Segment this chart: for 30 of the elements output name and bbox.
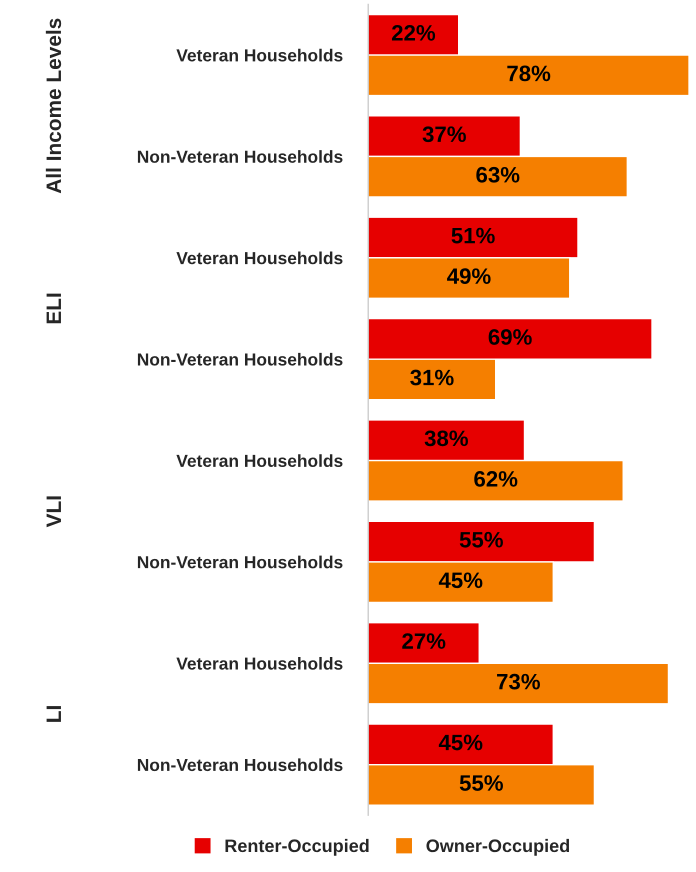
y-tick-label: Veteran Households [176,454,342,467]
y-tick-label: Non-Veteran Households [138,150,342,163]
text: VLI [46,496,61,528]
y-tick-label: Non-Veteran Households [138,556,342,568]
y-tick-label: Non-Veteran Households [138,352,342,366]
y-tick-label: Non-Veteran Households [138,758,342,772]
y-tick-label: Veteran Households [176,48,342,62]
data-label: 38% [424,430,468,446]
y-tick-label: Veteran Households [176,656,342,670]
data-label: 55% [460,775,503,791]
legend-label: Owner-Occupied [426,838,570,856]
data-label: 51% [452,228,495,244]
data-label: 45% [438,572,482,588]
text: LI [46,706,61,722]
data-label: 69% [488,329,532,345]
text: All Income Levels [46,18,62,194]
legend-label: Renter-Occupied [226,838,369,856]
data-label: 78% [507,66,550,82]
data-label: 55% [460,532,503,548]
data-label: 37% [422,126,466,142]
data-label: 27% [402,633,446,649]
data-label: 22% [392,25,436,41]
data-label: 62% [474,471,518,487]
data-label: 73% [497,674,540,690]
data-label: 45% [438,734,482,750]
data-label: 63% [476,166,520,183]
text: ELI [46,294,61,324]
y-tick-label: Veteran Households [176,251,342,264]
data-label: 49% [447,268,491,284]
data-label: 31% [410,370,454,386]
